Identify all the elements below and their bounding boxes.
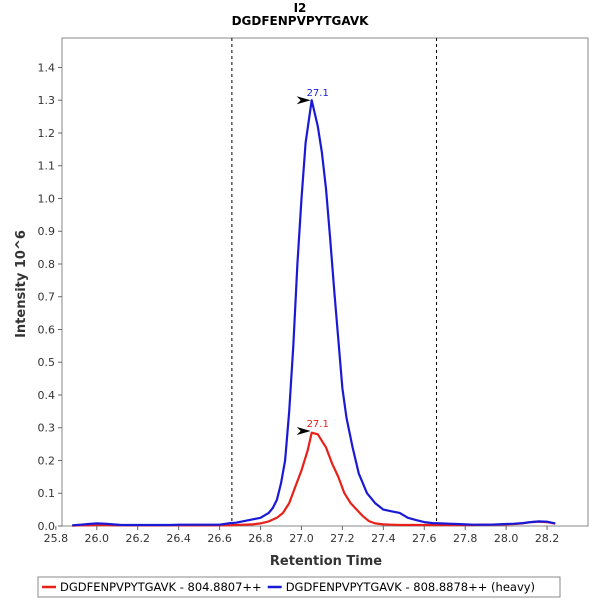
y-tick-label: 0.6 (38, 323, 56, 336)
x-tick-label: 28.2 (535, 532, 560, 545)
y-tick-label: 0.3 (38, 422, 56, 435)
x-tick-label: 26.4 (166, 532, 191, 545)
x-tick-label: 27.4 (371, 532, 396, 545)
x-tick-label: 27.2 (330, 532, 355, 545)
x-tick-label: 27.8 (453, 532, 478, 545)
peak-label-0: 27.1 (307, 419, 329, 430)
chart-subtitle: DGDFENPVPYTGAVK (232, 14, 370, 28)
legend-box (37, 576, 561, 598)
y-tick-label: 0.9 (38, 225, 56, 238)
y-tick-label: 1.3 (38, 94, 56, 107)
y-tick-label: 1.1 (38, 160, 56, 173)
x-tick-label: 28.0 (494, 532, 519, 545)
y-tick-label: 1.0 (38, 192, 56, 205)
x-tick-label: 26.0 (85, 532, 110, 545)
peak-marker-1 (296, 96, 311, 105)
x-axis-label: Retention Time (270, 554, 382, 569)
y-tick-label: 0.0 (38, 520, 56, 533)
x-tick-label: 26.2 (125, 532, 150, 545)
y-axis: 0.0 0.1 0.2 0.3 0.4 0.5 0.6 0.7 0.8 0.9 1.0 1.1 1.2 1… (38, 61, 62, 533)
plot-area (61, 37, 589, 527)
peak-label-1: 27.1 (307, 88, 329, 99)
x-tick-label: 26.8 (248, 532, 273, 545)
y-tick-label: 1.2 (38, 127, 56, 140)
y-axis-label: Intensity 10^6 (14, 230, 29, 338)
series-line-1 (72, 99, 556, 527)
y-tick-label: 1.4 (38, 61, 56, 74)
y-tick-label: 0.8 (38, 258, 56, 271)
peak-marker-0 (296, 427, 311, 436)
legend-entry-1: DGDFENPVPYTGAVK - 808.8878++ (heavy) (286, 580, 535, 594)
x-tick-label: 27.0 (289, 532, 314, 545)
y-tick-label: 0.5 (38, 356, 56, 369)
y-tick-label: 0.1 (38, 487, 56, 500)
plot-frame (61, 37, 589, 527)
chart-title: I2 (294, 1, 307, 15)
legend-entry-0: DGDFENPVPYTGAVK - 804.8807++ (60, 580, 262, 594)
y-tick-label: 0.7 (38, 291, 56, 304)
y-tick-label: 0.2 (38, 454, 56, 467)
y-tick-label: 0.4 (38, 389, 56, 402)
x-tick-label: 26.6 (207, 532, 232, 545)
series-layer: 27.1 27.1 (72, 88, 556, 527)
x-tick-label: 25.8 (44, 532, 69, 545)
x-tick-label: 27.6 (412, 532, 437, 545)
legend: DGDFENPVPYTGAVK - 804.8807++ DGDFENPVPYTG… (37, 576, 561, 598)
x-axis: 25.8 26.0 26.2 26.4 26.6 26.8 27.0 27.2 27.4 27.6… (44, 526, 560, 545)
